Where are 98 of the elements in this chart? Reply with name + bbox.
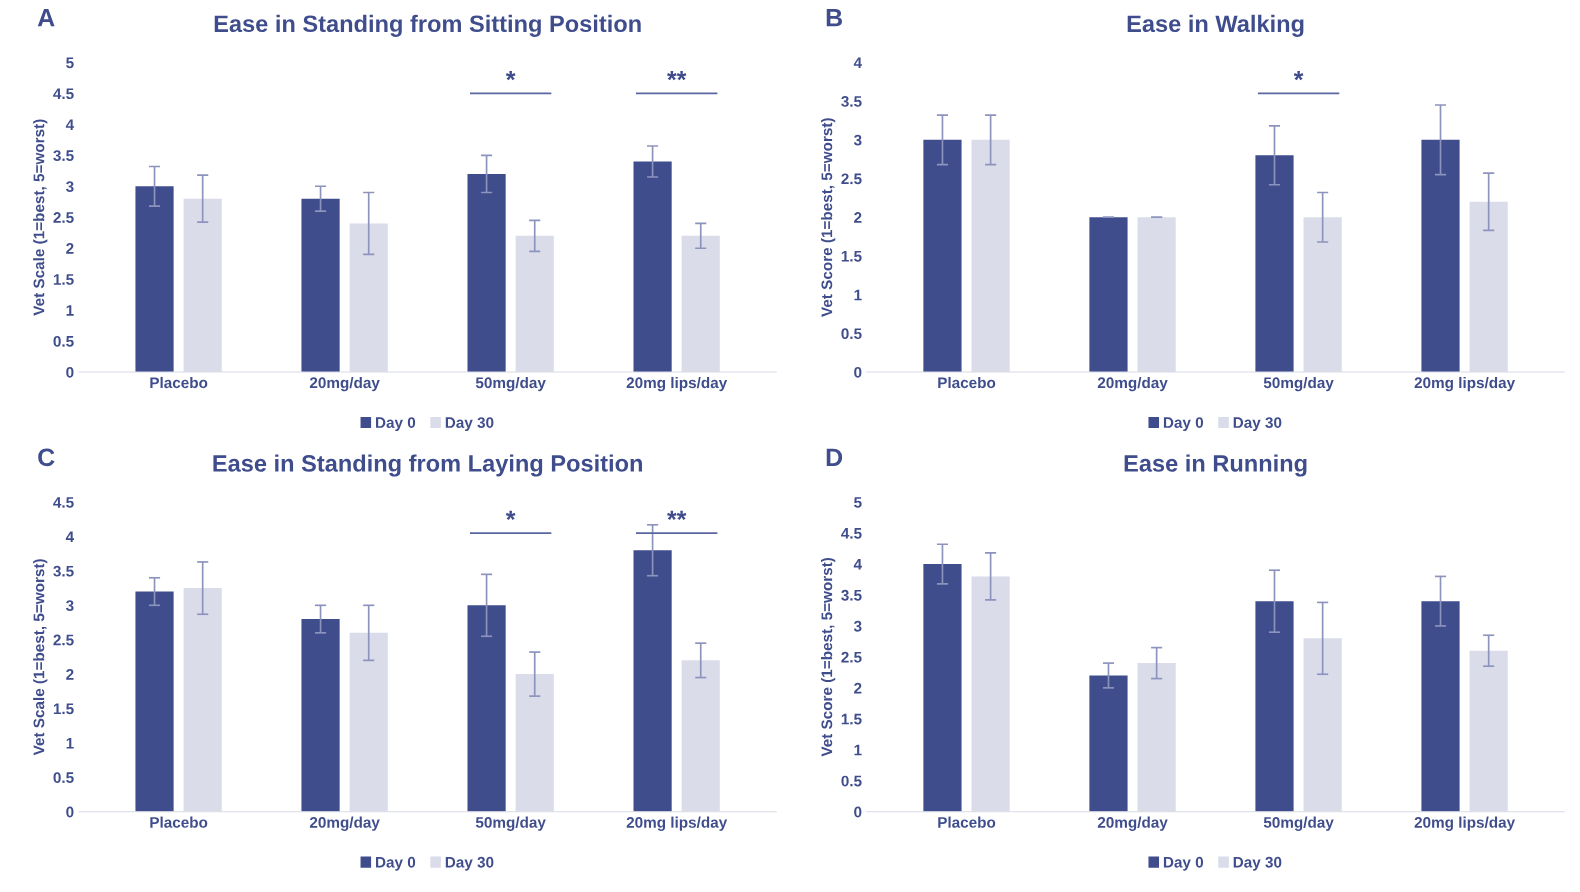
legend-label: Day 30 [1233,417,1282,432]
x-tick-label: 50mg/day [1263,816,1334,831]
x-tick-label: 20mg lips/day [1414,376,1516,392]
y-tick-label: 3.5 [53,565,74,577]
bar [1089,675,1128,812]
y-tick-label: 2.5 [841,651,862,663]
y-tick-label: 3.5 [53,150,74,162]
bar [301,198,340,373]
y-tick-label: 2.5 [841,173,862,185]
x-tick-label: Placebo [150,376,208,389]
x-tick-label: 20mg lips/day [626,816,728,831]
x-tick-label: 50mg/day [1263,376,1334,392]
text: D [826,448,843,466]
y-tick-label: 2 [854,682,862,694]
y-tick-label: 2 [66,243,74,254]
bar [1421,139,1460,373]
chart-title: Ease in Standing from Sitting Position [214,14,641,37]
text: B [826,9,842,27]
y-tick-label: 4 [853,559,862,570]
y-tick-label: 4 [65,531,75,543]
bar [1255,155,1294,373]
legend-label: Day 0 [376,417,416,432]
bar [135,591,174,812]
legend-label: Day 30 [445,417,494,432]
y-tick-label: 1.5 [841,250,862,262]
annotation: * [505,71,516,81]
x-tick-label: Placebo [150,816,208,828]
legend-label: Day 0 [376,856,416,871]
y-tick-label: 1 [66,737,74,749]
bar [633,161,672,373]
y-tick-label: 4.5 [53,88,74,100]
y-tick-label: 1 [854,744,862,756]
x-tick-label: 20mg lips/day [1414,816,1516,831]
y-tick-label: 0 [854,366,862,378]
chart-title: Ease in Standing from Laying Position [213,454,642,477]
y-axis-title: Vet Scale (1=best, 5=worst) [33,119,48,316]
y-tick-label: 2.5 [53,634,74,646]
bar [1421,601,1460,812]
annotation: ** [667,71,687,81]
bar [633,550,672,812]
y-tick-label: 0 [854,806,862,818]
y-tick-label: 1.5 [53,703,74,715]
y-axis-title: Vet Scale (1=best, 5=worst) [33,559,48,756]
y-tick-label: 3 [65,600,74,612]
y-tick-label: 0.5 [841,775,862,787]
y-axis-title: Vet Score (1=best, 5=worst) [821,118,836,317]
y-tick-label: 0 [66,806,74,818]
y-tick-label: 1 [66,305,74,316]
y-tick-label: 1.5 [53,274,74,285]
y-tick-label: 3.5 [841,96,862,107]
bar [467,173,506,373]
bar [1089,217,1128,373]
legend-label: Day 30 [1233,856,1282,871]
x-tick-label: 20mg/day [1097,816,1168,831]
x-tick-label: Placebo [938,816,996,828]
chart-title: Ease in Running [1124,454,1307,477]
legend-label: Day 0 [1163,856,1204,871]
x-tick-label: Placebo [938,376,996,389]
y-tick-label: 0.5 [841,328,862,340]
y-tick-label: 4 [853,57,862,68]
y-tick-label: 2.5 [53,212,74,223]
y-tick-label: 3 [853,134,862,146]
bar [301,619,340,812]
y-tick-label: 3 [853,620,862,632]
y-tick-label: 3.5 [841,589,862,601]
annotation: ** [667,510,687,520]
y-tick-label: 1 [854,289,862,301]
legend-label: Day 30 [445,856,494,871]
y-tick-label: 5 [66,57,74,69]
chart-title: Ease in Walking [1127,14,1304,37]
bar [467,605,506,812]
annotation: * [1293,71,1304,81]
y-tick-label: 4 [65,119,75,130]
text: C [38,448,55,467]
y-tick-label: 2 [66,668,74,680]
x-tick-label: 20mg/day [1097,376,1168,392]
y-tick-label: 1.5 [841,713,862,725]
y-tick-label: 5 [854,497,862,508]
y-axis-title: Vet Score (1=best, 5=worst) [821,557,836,757]
y-tick-label: 3 [65,181,74,192]
bar [135,186,174,373]
legend-label: Day 0 [1163,417,1204,432]
bar [923,139,962,373]
x-tick-label: 20mg/day [309,816,380,831]
y-tick-label: 4.5 [841,528,862,539]
y-tick-label: 0.5 [53,772,74,783]
y-tick-label: 2 [854,212,862,223]
bar [1255,601,1294,812]
y-tick-label: 4.5 [53,497,74,508]
y-tick-label: 0 [66,366,74,378]
annotation: * [505,510,516,520]
x-tick-label: 20mg lips/day [626,376,728,392]
y-tick-label: 0.5 [53,335,74,347]
x-tick-label: 50mg/day [475,816,546,831]
x-tick-label: 50mg/day [475,376,546,392]
x-tick-label: 20mg/day [309,376,380,392]
bar [923,564,962,812]
text: A [37,9,55,27]
